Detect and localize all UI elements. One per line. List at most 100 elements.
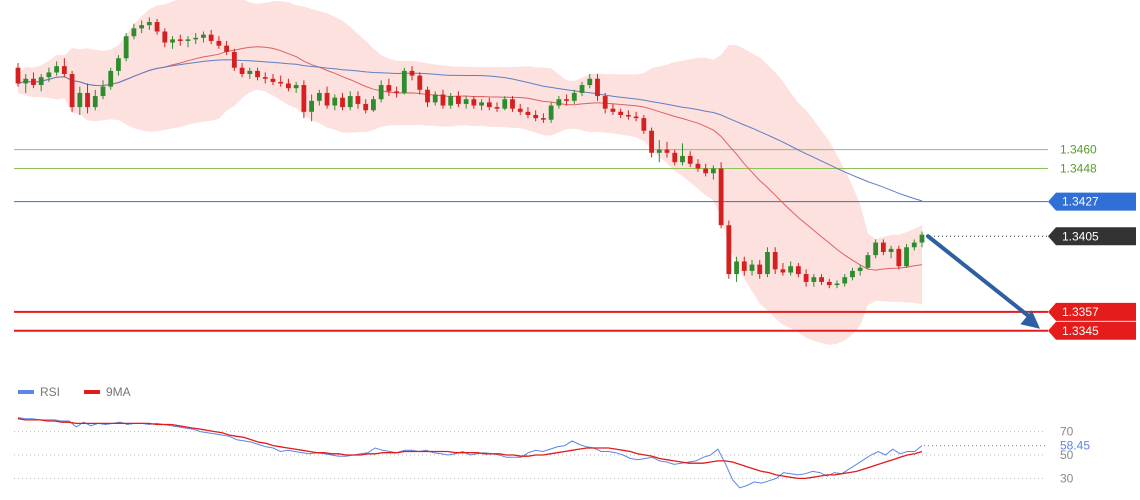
candle-body	[440, 94, 446, 106]
candle-body	[146, 22, 152, 26]
candle-body	[494, 107, 500, 109]
candle-body	[772, 252, 778, 270]
candle	[564, 94, 569, 106]
price-level-labels: 1.3460 1.3448 1.3427 1.3405 1.3357 1.3345	[1048, 143, 1136, 340]
legend-swatch	[18, 390, 34, 394]
candle-body	[533, 114, 539, 119]
candle-body	[448, 96, 454, 106]
rsi-series-rsi	[17, 417, 923, 489]
rsi-tick-label: 50	[1060, 448, 1074, 462]
candle	[394, 86, 399, 98]
candle	[208, 29, 214, 45]
candle	[69, 70, 75, 112]
candle-body	[278, 81, 284, 84]
candle-body	[888, 248, 894, 252]
candle-body	[355, 96, 361, 104]
candle-body	[517, 108, 523, 112]
candle	[656, 140, 662, 163]
candle	[664, 141, 670, 158]
candle-body	[602, 96, 608, 109]
candle-body	[656, 149, 662, 153]
candle-body	[587, 78, 593, 86]
candle	[911, 239, 917, 251]
rsi-tick-label: 30	[1060, 471, 1074, 485]
candle-body	[208, 34, 214, 41]
candle	[819, 274, 824, 286]
candle-body	[788, 266, 794, 273]
candle	[710, 165, 716, 180]
candle-body	[123, 36, 129, 59]
candle	[765, 247, 770, 278]
candle-body	[185, 39, 191, 41]
candle-body	[579, 85, 585, 93]
candle-body	[224, 45, 230, 52]
candle	[525, 107, 531, 119]
level-value: 1.3427	[1062, 195, 1099, 209]
candle	[401, 67, 407, 95]
candle	[61, 58, 67, 78]
candle	[494, 102, 500, 112]
level-value: 1.3405	[1062, 229, 1099, 243]
candle	[556, 96, 562, 109]
candle	[340, 92, 345, 111]
candle-body	[471, 99, 477, 106]
candle	[425, 86, 430, 108]
candle	[834, 280, 840, 289]
candle-body	[548, 105, 554, 120]
candle-body	[239, 67, 245, 75]
candle-body	[850, 270, 855, 278]
candle-body	[363, 103, 369, 111]
candle-body	[15, 67, 21, 84]
candle	[363, 99, 369, 114]
candle-body	[69, 74, 75, 108]
level-label: 1.3357	[1048, 302, 1136, 321]
moving-average-slow	[17, 59, 923, 202]
candle-body	[401, 70, 407, 93]
candle-body	[880, 242, 886, 252]
candle-body	[564, 99, 569, 101]
candle	[780, 263, 786, 276]
candle-body	[811, 277, 817, 282]
candle-body	[425, 89, 430, 103]
candle	[633, 111, 639, 122]
level-label: 1.3345	[1048, 321, 1136, 340]
level-badge	[1048, 321, 1136, 340]
candle	[826, 278, 832, 289]
candle-body	[332, 97, 338, 106]
candle	[788, 261, 794, 276]
candle	[386, 78, 392, 97]
level-label: 1.3448	[1060, 162, 1097, 176]
candle-body	[834, 283, 840, 286]
candle-body	[896, 248, 902, 267]
candle-body	[316, 92, 322, 101]
candle	[347, 91, 353, 111]
candle-body	[255, 70, 260, 78]
candle-body	[247, 70, 253, 75]
candle	[193, 33, 199, 45]
candle-body	[139, 25, 145, 29]
candle-body	[718, 168, 724, 226]
candle	[795, 263, 801, 278]
candle-body	[803, 274, 809, 282]
candle	[865, 252, 871, 270]
level-value: 1.3460	[1060, 143, 1097, 157]
candle-body	[116, 58, 121, 71]
candle-body	[919, 234, 925, 243]
candle-body	[595, 78, 600, 97]
candle	[324, 86, 330, 109]
candle-body	[571, 92, 577, 101]
candle-body	[92, 96, 98, 108]
level-badge	[1048, 192, 1136, 211]
candle-body	[749, 264, 755, 271]
candle-body	[826, 281, 832, 286]
candle	[873, 239, 879, 259]
candle	[541, 113, 546, 123]
forecast-arrow-shaft	[926, 234, 1034, 321]
candle-body	[386, 85, 392, 92]
candle-body	[664, 149, 670, 153]
candle	[123, 33, 129, 62]
candle-body	[162, 31, 168, 43]
candle-body	[865, 255, 871, 268]
candle	[510, 96, 515, 112]
candle	[687, 151, 693, 167]
